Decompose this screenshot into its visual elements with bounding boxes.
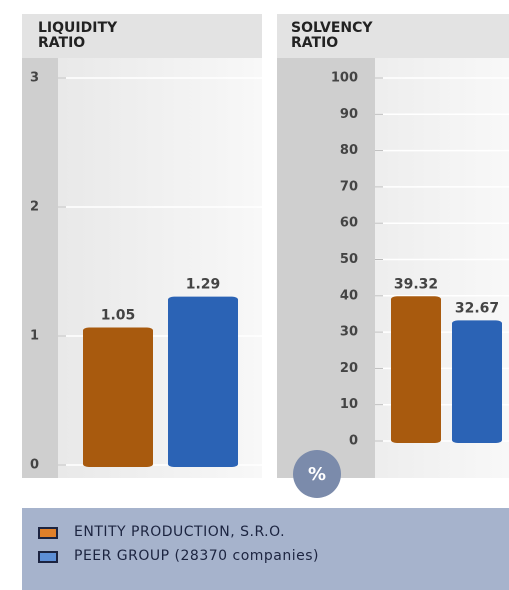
y-tick-label: 100 xyxy=(331,71,358,86)
unit-badge xyxy=(293,450,341,498)
legend-item: ENTITY PRODUCTION, S.R.O. xyxy=(38,524,354,540)
y-tick-label: 0 xyxy=(30,458,39,473)
unit-label: % xyxy=(308,464,326,485)
legend-item: PEER GROUP (28370 companies) xyxy=(38,548,354,564)
legend-swatch xyxy=(38,551,58,563)
y-tick-label: 0 xyxy=(349,434,358,449)
axis-strip xyxy=(22,58,58,478)
y-tick-label: 3 xyxy=(30,71,39,86)
legend: ENTITY PRODUCTION, S.R.O. PEER GROUP (283… xyxy=(22,508,509,590)
y-tick-label: 1 xyxy=(30,329,39,344)
value-label: 1.05 xyxy=(101,308,136,324)
bar xyxy=(83,327,153,467)
title-line: SOLVENCY xyxy=(291,20,373,36)
y-tick-label: 70 xyxy=(340,179,358,194)
title-line: RATIO xyxy=(291,35,338,51)
bar xyxy=(168,296,238,467)
value-label: 1.29 xyxy=(186,277,221,293)
y-tick-label: 60 xyxy=(340,216,358,231)
axis-strip xyxy=(277,58,375,478)
legend-label: ENTITY PRODUCTION, S.R.O. xyxy=(74,524,286,540)
legend-label: PEER GROUP (28370 companies) xyxy=(74,548,319,564)
y-tick-label: 80 xyxy=(340,143,358,158)
bar xyxy=(391,296,441,443)
value-label: 32.67 xyxy=(455,300,499,316)
panel-header xyxy=(22,14,262,58)
y-tick-label: 90 xyxy=(340,107,358,122)
panel-title: LIQUIDITY RATIO xyxy=(38,20,118,51)
y-tick-label: 30 xyxy=(340,325,358,340)
y-tick-label: 50 xyxy=(340,252,358,267)
panel-header xyxy=(277,14,509,58)
value-label: 39.32 xyxy=(394,276,438,292)
y-tick-label: 10 xyxy=(340,397,358,412)
panel-title: SOLVENCY RATIO xyxy=(291,20,373,51)
title-line: RATIO xyxy=(38,35,85,51)
y-tick-label: 2 xyxy=(30,200,39,215)
y-tick-label: 20 xyxy=(340,361,358,376)
title-line: LIQUIDITY xyxy=(38,20,118,36)
bar xyxy=(452,320,502,443)
y-tick-label: 40 xyxy=(340,288,358,303)
legend-swatch xyxy=(38,527,58,539)
